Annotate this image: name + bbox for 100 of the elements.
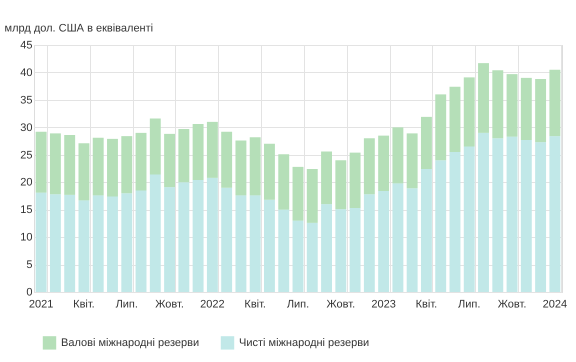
bar [206, 178, 218, 292]
bar [350, 208, 361, 292]
x-tick-label: Лип. [116, 298, 138, 310]
bar [450, 152, 460, 292]
y-tick-label: 25 [20, 149, 32, 162]
x-tick-label: 2022 [200, 298, 225, 310]
bar [549, 70, 560, 136]
x-tick-label: 2021 [28, 298, 54, 310]
bar [464, 77, 475, 147]
bar [478, 132, 489, 292]
bar [535, 79, 546, 142]
x-tick-label: Лип. [458, 298, 480, 310]
x-tick-label: Квіт. [244, 298, 266, 310]
y-tick-label: 0 [26, 286, 32, 298]
bar [50, 194, 61, 292]
bar [164, 187, 176, 292]
bar [335, 160, 346, 210]
y-tick-label: 5 [26, 259, 32, 272]
bar [535, 142, 546, 292]
y-tick-label: 45 [20, 40, 32, 52]
bar [420, 169, 432, 292]
bar [506, 136, 518, 292]
bar [378, 136, 390, 192]
bar [520, 78, 532, 140]
bar [435, 94, 446, 160]
bar [506, 74, 518, 137]
bar [378, 191, 390, 292]
bar [192, 124, 204, 180]
bar [306, 169, 318, 223]
bar [478, 63, 489, 133]
bar [50, 133, 61, 194]
bar [435, 160, 446, 292]
bar [264, 144, 275, 200]
bar [364, 138, 375, 194]
x-tick-label: Квіт. [73, 298, 95, 310]
bar [64, 135, 76, 195]
bar [64, 194, 76, 292]
bar [520, 140, 532, 292]
y-tick-label: 35 [20, 94, 32, 106]
bar [221, 132, 232, 188]
x-tick-label: Квіт. [416, 298, 438, 310]
legend-label: Чисті міжнародні резерви [239, 336, 370, 349]
legend-label: Валові міжнародні резерви [61, 336, 200, 349]
bar [192, 180, 204, 292]
bar [121, 136, 132, 194]
bar [464, 146, 475, 292]
bar [364, 194, 375, 292]
x-tick-label: Лип. [286, 298, 310, 310]
bar [350, 152, 361, 208]
x-tick-label: Жовт. [155, 298, 184, 310]
bar [292, 166, 304, 221]
bar [278, 210, 290, 292]
y-tick-label: 30 [20, 122, 32, 134]
y-tick-label: 10 [20, 232, 32, 244]
y-tick-label: 15 [20, 204, 32, 216]
bar [264, 200, 275, 292]
bar [450, 86, 460, 152]
bar [321, 151, 332, 204]
x-tick-label: Жовт. [326, 298, 356, 310]
bar [206, 122, 218, 178]
bar [36, 192, 47, 292]
bar [492, 138, 504, 292]
bar [321, 204, 332, 292]
bar [92, 138, 104, 196]
bar [150, 174, 161, 292]
bar [406, 133, 418, 188]
bar [392, 183, 404, 292]
bar [420, 116, 432, 170]
bar [136, 190, 146, 292]
y-axis-title: млрд дол. США в еквіваленті [4, 22, 154, 34]
bar [78, 200, 90, 292]
bar [78, 143, 90, 200]
bar [178, 128, 190, 182]
bar [107, 138, 118, 196]
bar [406, 188, 418, 292]
bar [278, 154, 290, 210]
bar [221, 188, 232, 292]
bar [235, 140, 246, 196]
bar [150, 118, 161, 175]
bar [335, 209, 346, 292]
x-tick-label: 2024 [542, 298, 568, 310]
bar [392, 127, 404, 184]
bar [178, 182, 190, 292]
bar [36, 132, 47, 193]
bar [92, 195, 104, 292]
bar [492, 70, 504, 138]
y-tick-label: 40 [20, 66, 32, 79]
bar [306, 222, 318, 292]
bar [121, 193, 132, 292]
bar [235, 195, 246, 292]
bar [107, 196, 118, 292]
bar [549, 136, 560, 292]
y-tick-label: 20 [20, 176, 32, 189]
bar [250, 137, 261, 196]
bar [136, 132, 146, 190]
bar [164, 134, 176, 188]
bar [292, 220, 304, 292]
x-tick-label: 2023 [371, 298, 396, 310]
bar [250, 195, 261, 292]
x-tick-label: Жовт. [498, 298, 526, 310]
